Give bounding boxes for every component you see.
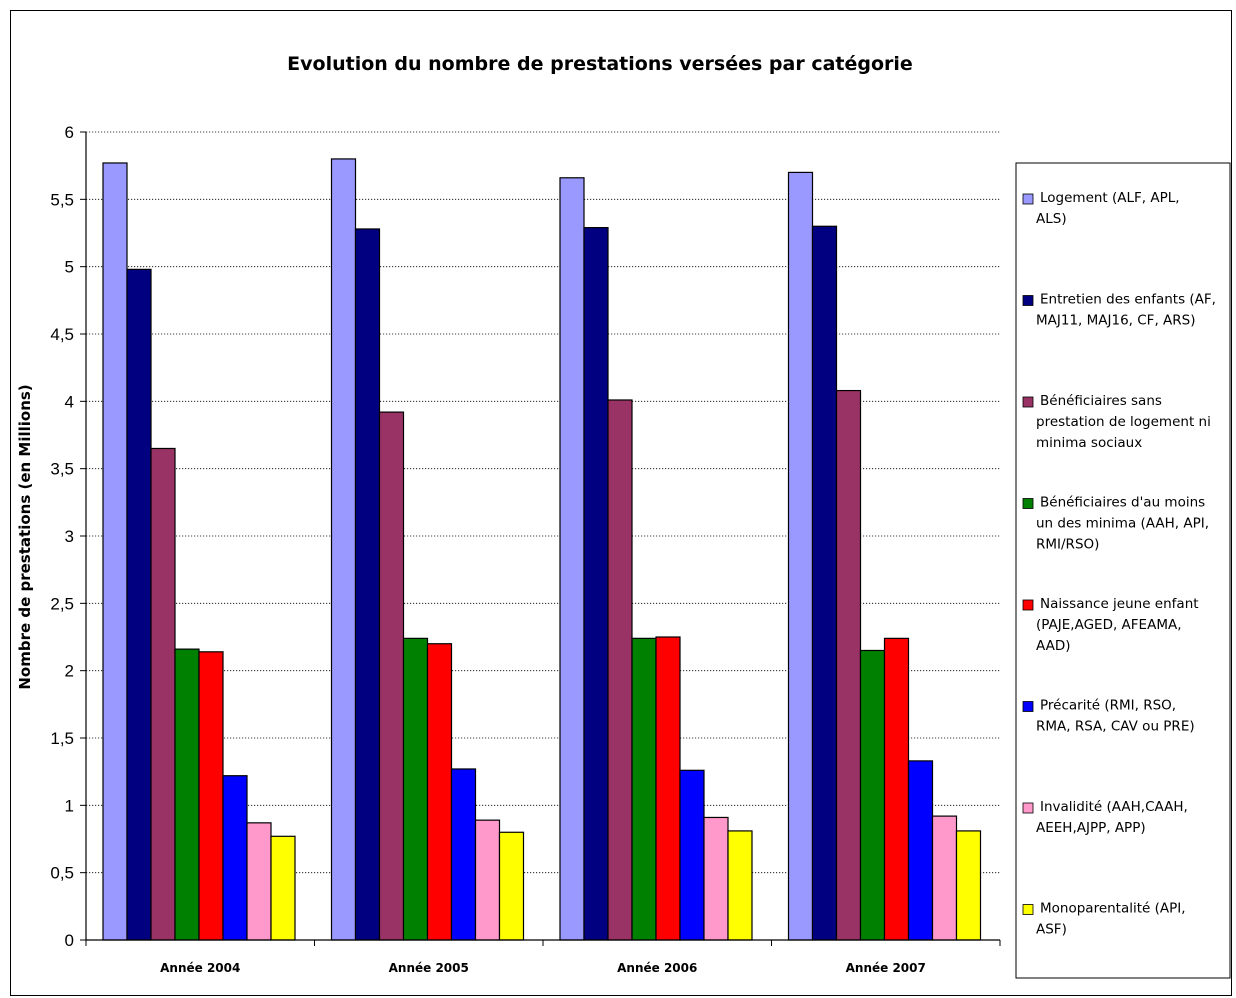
legend-box — [1015, 162, 1231, 979]
y-axis-ticks: 0 0,5 1 1,5 2 2,5 3 3,5 4 4,5 5 5,5 6 — [50, 123, 86, 950]
bar — [222, 775, 248, 941]
x-tick-label: Année 2007 — [846, 961, 926, 975]
legend-label: Invalidité (AAH,CAAH, — [1040, 799, 1188, 815]
y-tick-label: 4,5 — [50, 325, 74, 344]
legend-label: Bénéficiaires d'au moins — [1040, 495, 1205, 511]
legend-swatch — [1022, 802, 1034, 814]
bar — [811, 225, 838, 941]
bar — [198, 651, 224, 941]
y-tick-label: 4 — [65, 392, 74, 411]
legend-swatch — [1022, 701, 1034, 712]
bar — [631, 637, 657, 941]
bar — [354, 228, 381, 941]
legend-label: minima sociaux — [1036, 435, 1142, 451]
bar — [835, 389, 862, 941]
bar — [498, 831, 525, 941]
legend-swatch — [1022, 904, 1034, 915]
legend-label: AEEH,AJPP, APP) — [1036, 820, 1146, 836]
legend-swatch — [1022, 295, 1034, 306]
bar — [655, 636, 681, 941]
bar — [330, 158, 357, 941]
bar — [787, 171, 814, 941]
bar — [955, 830, 982, 941]
x-tick-label: Année 2004 — [160, 961, 240, 975]
bar — [378, 411, 405, 941]
legend-label: Logement (ALF, APL, — [1040, 190, 1180, 206]
bar — [174, 648, 200, 941]
bar — [679, 769, 705, 941]
legend-label: Naissance jeune enfant — [1040, 596, 1199, 612]
legend-label: Bénéficiaires sans — [1040, 393, 1162, 409]
bar — [246, 822, 272, 941]
bar — [907, 760, 934, 941]
bar — [270, 835, 296, 941]
bar — [883, 637, 910, 941]
bar — [931, 815, 958, 941]
y-tick-label: 1,5 — [50, 729, 74, 748]
bar — [126, 268, 152, 941]
y-tick-label: 2 — [65, 662, 74, 681]
legend-label: (PAJE,AGED, AFEAMA, — [1036, 617, 1182, 633]
legend-label: Monoparentalité (API, — [1040, 901, 1186, 917]
legend-swatch — [1022, 599, 1034, 611]
bar — [607, 399, 633, 941]
y-axis-label: Nombre de prestations (en Millions) — [16, 384, 34, 689]
legend-label: AAD) — [1036, 638, 1071, 654]
bar — [402, 637, 429, 941]
legend-label: RMA, RSA, CAV ou PRE) — [1036, 719, 1195, 735]
legend-label: un des minima (AAH, API, — [1036, 516, 1209, 532]
legend-label: RMI/RSO) — [1036, 537, 1099, 553]
y-tick-label: 5 — [65, 258, 74, 277]
y-tick-label: 1 — [65, 796, 74, 815]
legend-label: prestation de logement ni — [1036, 414, 1211, 430]
bar — [559, 177, 585, 941]
legend-label: Entretien des enfants (AF, — [1040, 292, 1216, 308]
x-tick-label: Année 2005 — [389, 961, 469, 975]
bars — [102, 158, 982, 941]
x-axis: Année 2004 Année 2005 Année 2006 Année 2007 — [85, 132, 1001, 975]
legend: Logement (ALF, APL, ALS) Entretien des enf… — [1015, 162, 1231, 979]
legend-label: Précarité (RMI, RSO, — [1040, 698, 1176, 714]
legend-label: MAJ11, MAJ16, CF, ARS) — [1036, 313, 1195, 329]
legend-swatch — [1022, 193, 1034, 205]
bar — [150, 447, 176, 941]
y-tick-label: 6 — [65, 123, 74, 142]
bar — [474, 819, 501, 941]
bar — [703, 816, 729, 941]
legend-swatch — [1022, 396, 1034, 408]
bar — [102, 162, 128, 941]
bar — [859, 649, 886, 941]
legend-label: ALS) — [1036, 211, 1067, 227]
chart-title: Evolution du nombre de prestations versé… — [287, 53, 913, 75]
bar — [426, 643, 453, 941]
x-tick-label: Année 2006 — [617, 961, 697, 975]
bar — [583, 227, 609, 941]
y-tick-label: 5,5 — [50, 190, 74, 209]
y-tick-label: 0 — [65, 931, 74, 950]
y-tick-label: 3,5 — [50, 460, 74, 479]
legend-label: ASF) — [1036, 922, 1067, 938]
bar — [727, 830, 753, 941]
y-tick-label: 2,5 — [50, 594, 74, 613]
gridlines — [86, 131, 1000, 874]
y-tick-label: 0,5 — [50, 864, 74, 883]
legend-swatch — [1022, 498, 1034, 509]
bar — [450, 768, 477, 941]
y-tick-label: 3 — [65, 527, 74, 546]
